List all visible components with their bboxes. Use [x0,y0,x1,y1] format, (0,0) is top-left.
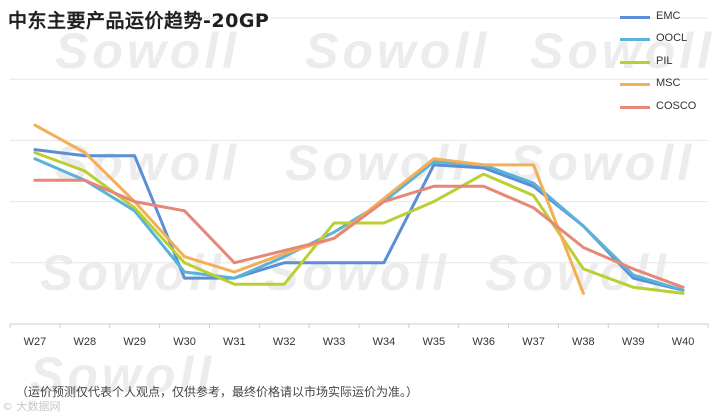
chart-title: 中东主要产品运价趋势-20GP [8,10,270,32]
x-axis-ticks: W27 W28 W29 W30 W31 W32 W33 W34 W35 W36 W37 W38 W39 W… [9,324,709,348]
x-tick-label-w29: W29 [123,336,146,348]
watermark-text-9: Sowoll [30,347,215,403]
legend-swatch-pil [620,60,650,64]
x-tick-label-w35: W35 [422,336,445,348]
x-tick-label-w33: W33 [323,336,346,348]
x-tick-label-w28: W28 [73,336,96,348]
x-tick-label-w32: W32 [273,336,296,348]
legend-label-pil: PIL [656,54,673,67]
x-tick-label-w30: W30 [173,336,196,348]
legend-label-cosco: COSCO [656,99,697,112]
x-tick-label-w34: W34 [373,336,396,348]
legend-swatch-emc [620,16,650,19]
source-credit: © 大数据网 [2,400,61,413]
legend-swatch-oocl [620,38,650,42]
x-tick-label-w31: W31 [223,336,246,348]
x-tick-label-w27: W27 [24,336,47,348]
x-tick-label-w38: W38 [572,336,595,348]
legend-swatch-msc [620,83,650,87]
legend-label-msc: MSC [656,77,681,90]
watermark-text-0: Sowoll [55,23,240,79]
x-tick-label-w37: W37 [522,336,545,348]
x-tick-label-w40: W40 [672,336,695,348]
legend-label-emc: EMC [656,10,681,22]
series-layer [33,123,685,295]
legend-swatch-cosco [620,105,650,109]
series-line-cosco [33,178,685,289]
series-line-pil [33,151,685,295]
footnote: （运价预测仅代表个人观点，仅供参考，最终价格请以市场实际运价为准。） [16,385,419,399]
watermark-text-3: Sowoll [55,135,240,191]
watermark-text-5: Sowoll [510,135,695,191]
legend-label-oocl: OOCL [656,32,688,45]
watermark-text-2: Sowoll [530,23,715,79]
x-tick-label-w39: W39 [622,336,645,348]
watermark-text-1: Sowoll [305,23,490,79]
x-tick-label-w36: W36 [472,336,495,348]
